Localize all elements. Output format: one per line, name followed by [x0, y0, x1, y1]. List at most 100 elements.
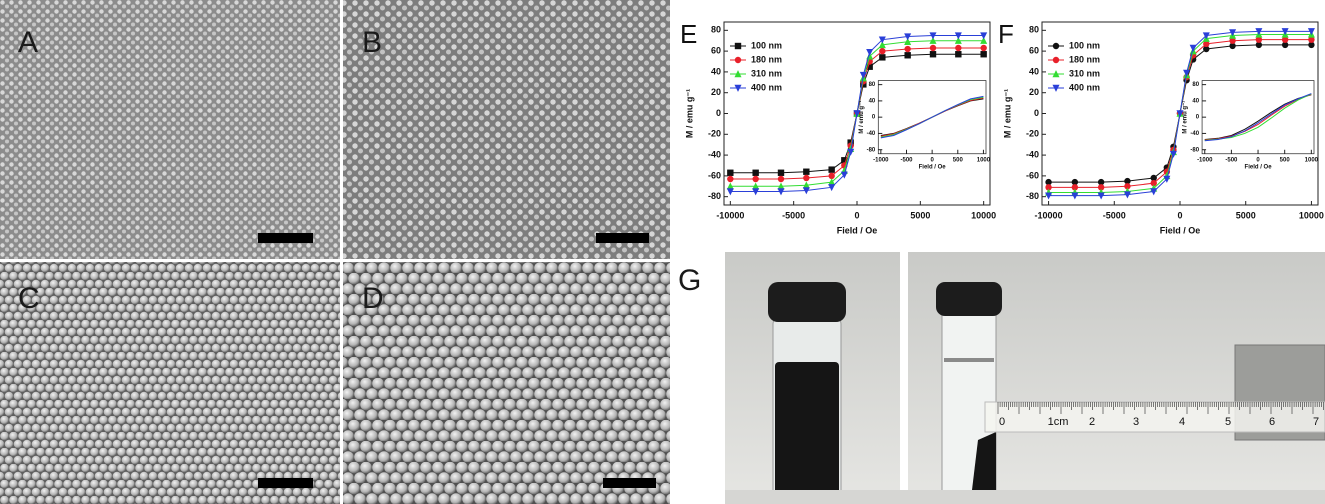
x-tick-label: -500 — [900, 157, 913, 163]
marker — [841, 157, 848, 164]
marker — [1255, 36, 1263, 43]
y-tick-label: 60 — [1029, 45, 1039, 55]
marker — [1203, 40, 1210, 48]
marker — [752, 188, 760, 196]
panel-label: C — [18, 282, 40, 315]
marker — [955, 44, 962, 52]
marker — [1124, 177, 1131, 185]
marker — [904, 45, 911, 53]
x-tick-label: -1000 — [1197, 157, 1213, 163]
x-tick-label: 10000 — [1299, 210, 1324, 220]
panel-label: B — [362, 26, 382, 59]
marker — [1097, 178, 1105, 186]
y-tick-label: 40 — [1029, 66, 1039, 76]
marker — [727, 169, 734, 176]
y-axis-label: M / emu g⁻¹ — [684, 89, 694, 138]
legend-label: 180 nm — [751, 54, 782, 64]
legend-marker — [1052, 70, 1060, 78]
panel-label: E — [680, 19, 697, 49]
x-axis-label: Field / Oe — [919, 164, 947, 170]
marker — [1071, 192, 1079, 200]
x-tick-label: -5000 — [782, 210, 805, 220]
y-axis-label: M / emu g⁻¹ — [1002, 89, 1012, 138]
y-axis-label: M / emu g⁻¹ — [858, 101, 865, 134]
marker — [840, 171, 848, 179]
marker — [727, 175, 734, 183]
x-axis-label: Field / Oe — [1245, 164, 1273, 170]
marker — [1308, 41, 1315, 49]
marker — [828, 166, 835, 173]
plot-frame — [1201, 80, 1315, 155]
x-tick-label: 1000 — [977, 157, 991, 163]
marker — [866, 48, 874, 56]
y-tick-label: 60 — [711, 45, 721, 55]
marker — [803, 168, 810, 175]
x-tick-label: -5000 — [1103, 210, 1126, 220]
marker — [853, 110, 861, 118]
y-tick-label: 0 — [716, 108, 721, 118]
marker — [1045, 178, 1052, 186]
marker — [929, 32, 937, 40]
marker — [1150, 188, 1158, 196]
y-tick-label: 20 — [1029, 87, 1039, 97]
marker — [1150, 174, 1157, 182]
sem-image — [343, 262, 670, 504]
marker — [904, 33, 912, 41]
marker — [878, 36, 886, 44]
y-tick-label: -40 — [1026, 149, 1039, 159]
marker — [1229, 29, 1237, 37]
legend-marker — [1052, 56, 1060, 64]
vial-cap — [936, 282, 1002, 316]
marker — [1203, 45, 1210, 53]
marker — [777, 182, 785, 190]
marker — [929, 44, 937, 52]
x-tick-label: 500 — [953, 157, 964, 163]
marker — [828, 184, 836, 192]
y-tick-label: 0 — [1034, 108, 1039, 118]
marker — [1281, 28, 1289, 36]
ruler-label: 0 — [999, 416, 1005, 428]
marker — [1176, 110, 1184, 118]
marker — [980, 32, 988, 40]
y-tick-label: -60 — [708, 170, 721, 180]
legend-marker — [734, 84, 742, 92]
x-tick-label: 1000 — [1305, 157, 1319, 163]
ruler-label: 5 — [1225, 416, 1231, 428]
y-tick-label: -80 — [708, 191, 721, 201]
marker — [1189, 44, 1197, 52]
y-tick-label: 80 — [869, 82, 876, 88]
legend-marker — [1052, 84, 1060, 92]
marker — [1045, 184, 1052, 191]
marker — [777, 175, 785, 183]
table-edge — [725, 490, 1325, 504]
legend-marker — [734, 42, 742, 50]
x-tick-label: -10000 — [716, 210, 744, 220]
y-tick-label: 20 — [711, 87, 721, 97]
ruler-ticks: 0 1cm 2 3 4 5 6 7 — [997, 402, 1324, 428]
y-tick-label: -80 — [1026, 191, 1039, 201]
legend-label: 310 nm — [1069, 68, 1100, 78]
y-tick-label: 40 — [711, 66, 721, 76]
marker — [980, 51, 987, 58]
marker — [955, 51, 962, 58]
marker — [777, 188, 785, 196]
vial-cap — [768, 282, 846, 322]
marker — [802, 181, 810, 189]
marker — [847, 148, 855, 156]
marker — [1202, 32, 1210, 40]
collected-particles — [972, 432, 996, 490]
marker — [752, 175, 759, 183]
photo: 0 1cm 2 3 4 5 6 7 G — [678, 252, 1325, 504]
legend-label: 400 nm — [751, 82, 782, 92]
x-tick-label: -1000 — [873, 157, 889, 163]
marker — [1045, 192, 1053, 200]
marker — [752, 182, 760, 190]
y-tick-label: -40 — [1190, 131, 1199, 137]
dispersion — [775, 362, 839, 500]
marker — [859, 71, 867, 79]
y-tick-label: 80 — [1192, 82, 1199, 88]
ruler-label: 6 — [1269, 416, 1275, 428]
marker — [904, 37, 912, 45]
y-tick-label: -60 — [1026, 170, 1039, 180]
marker — [904, 52, 911, 59]
